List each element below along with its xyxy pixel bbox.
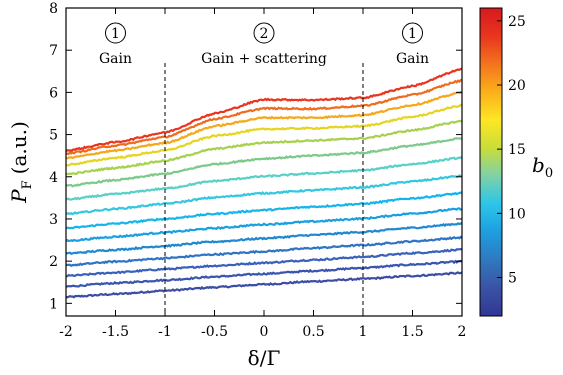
vline-layer — [164, 63, 364, 316]
region-number: 2 — [260, 26, 269, 42]
series-line-10 — [66, 137, 462, 188]
x-axis-label: δ/Γ — [248, 346, 281, 370]
colorbar — [479, 7, 503, 317]
series-line-11 — [66, 119, 462, 176]
series-line-5 — [66, 221, 462, 256]
series-line-2 — [66, 259, 462, 288]
series-line-9 — [66, 156, 462, 201]
y-tick-label: 6 — [49, 85, 58, 101]
x-tick-label: -2 — [59, 324, 73, 340]
region-annotations: 1 Gain 2 Gain + scattering 1 Gain — [99, 22, 429, 67]
region-label-1: Gain — [99, 51, 132, 67]
region-number-circle — [402, 22, 423, 44]
region-number-circle — [253, 22, 275, 44]
series-line-6 — [66, 207, 462, 243]
colorbar-tick-label: 25 — [508, 14, 526, 30]
series-line-15 — [66, 67, 462, 153]
y-axis-label: PF (a.u.) — [7, 121, 35, 204]
region-number-circle — [105, 22, 126, 44]
series-line-13 — [66, 90, 462, 160]
series-line-1 — [66, 271, 462, 299]
x-tick-label: 0.5 — [302, 324, 324, 340]
y-tick-label: 3 — [49, 212, 58, 228]
series-line-3 — [66, 248, 462, 278]
x-axis: -2 -1.5 -1 -0.5 0 0.5 1 1.5 2 — [59, 8, 466, 340]
y-tick-label: 1 — [49, 296, 58, 312]
y-tick-label: 2 — [49, 254, 58, 270]
colorbar-label-main: b — [532, 153, 545, 177]
y-tick-label: 4 — [49, 170, 58, 186]
x-tick-label: -1 — [158, 324, 172, 340]
x-tick-label: 0 — [260, 324, 269, 340]
x-tick-label: 1.5 — [401, 324, 423, 340]
colorbar-ticks: 5 10 15 20 25 — [497, 14, 526, 287]
series-line-4 — [66, 235, 462, 268]
series-line-7 — [66, 191, 462, 230]
region-label-2: Gain + scattering — [201, 51, 327, 67]
colorbar-tick-label: 10 — [508, 206, 526, 222]
y-axis: 1 2 3 4 5 6 7 8 — [49, 1, 462, 312]
region-label-3: Gain — [396, 51, 429, 67]
colorbar-label-sub: 0 — [545, 166, 553, 181]
y-axis-label-main: P — [7, 189, 31, 204]
y-axis-label-sub: F — [20, 180, 35, 189]
region-number: 1 — [408, 26, 417, 42]
y-tick-label: 7 — [49, 43, 58, 59]
colorbar-tick-label: 15 — [508, 142, 526, 158]
y-axis-label-units: (a.u.) — [7, 121, 31, 174]
x-tick-label: -1.5 — [102, 324, 129, 340]
series-layer — [66, 67, 462, 299]
series-line-12 — [66, 103, 462, 167]
region-number: 1 — [111, 26, 120, 42]
x-tick-label: 2 — [458, 324, 467, 340]
colorbar-label: b0 — [532, 153, 553, 181]
y-tick-label: 5 — [49, 128, 58, 144]
x-tick-label: 1 — [359, 324, 368, 340]
colorbar-tick-label: 5 — [508, 271, 517, 287]
series-line-8 — [66, 174, 462, 216]
x-tick-label: -0.5 — [201, 324, 228, 340]
colorbar-tick-label: 20 — [508, 78, 526, 94]
series-line-14 — [66, 79, 462, 156]
y-tick-label: 8 — [49, 1, 58, 17]
